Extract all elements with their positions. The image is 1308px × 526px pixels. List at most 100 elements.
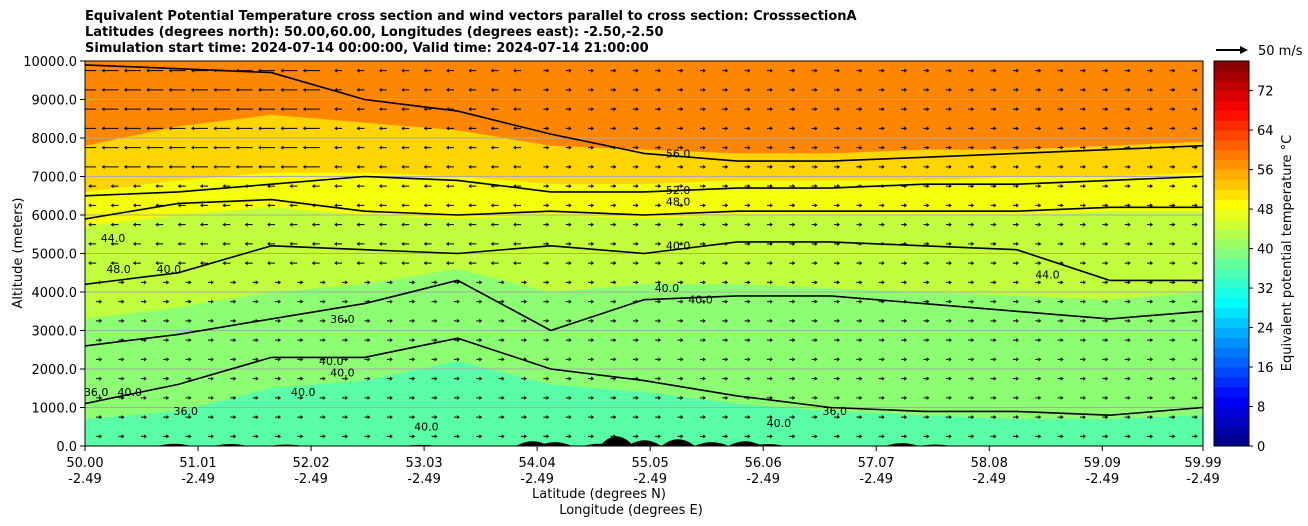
wind-vector-head: [199, 222, 203, 227]
wind-vector-head: [680, 299, 684, 304]
wind-vector-head: [513, 203, 517, 208]
wind-vector-head: [859, 338, 863, 343]
colorbar-tick-label: 72: [1257, 85, 1274, 100]
wind-vector-head: [1150, 68, 1154, 73]
wind-vector-head: [837, 107, 841, 112]
wind-vector-head: [501, 434, 505, 439]
wind-vector-head: [123, 68, 127, 73]
wind-vector-head: [289, 203, 293, 208]
wind-vector-head: [1194, 280, 1198, 285]
wind-vector-head: [468, 145, 472, 150]
wind-vector-head: [1127, 261, 1131, 266]
wind-vector-head: [948, 318, 952, 323]
wind-vector-head: [948, 261, 952, 266]
wind-vector-head: [814, 126, 818, 131]
wind-vector-head: [702, 395, 706, 400]
wind-vector-head: [99, 395, 103, 400]
wind-vector-head: [971, 280, 975, 285]
wind-vector-head: [401, 184, 405, 189]
wind-vector-head: [680, 261, 684, 266]
wind-vector-head: [210, 357, 214, 362]
y-tick-label: 9000.0: [32, 94, 78, 109]
wind-vector-head: [904, 68, 908, 73]
wind-vector-head: [1015, 434, 1019, 439]
wind-vector-head: [792, 261, 796, 266]
wind-vector-head: [881, 145, 885, 150]
wind-vector-head: [591, 338, 595, 343]
wind-vector-head: [1060, 415, 1064, 420]
wind-vector-head: [412, 338, 416, 343]
wind-vector-head: [356, 68, 360, 73]
wind-vector-head: [725, 434, 729, 439]
theta-field: [85, 61, 1203, 446]
wind-vector-head: [423, 203, 427, 208]
wind-vector-head: [1038, 145, 1042, 150]
wind-vector-head: [1105, 87, 1109, 92]
x-tick-label-lon: -2.49: [633, 472, 667, 487]
wind-vector-head: [168, 87, 172, 92]
contour-line-44.0: [85, 241, 1203, 286]
wind-vector-head: [190, 107, 194, 112]
wind-vector-head: [79, 146, 82, 150]
wind-vector-head: [881, 338, 885, 343]
wind-vector-head: [110, 184, 114, 189]
wind-vector-head: [188, 395, 192, 400]
wind-vector-head: [546, 299, 550, 304]
wind-vector-head: [166, 357, 170, 362]
wind-vector-head: [747, 241, 751, 246]
wind-vector-head: [814, 68, 818, 73]
wind-vector-head: [904, 261, 908, 266]
wind-vector-head: [769, 87, 773, 92]
wind-vector-head: [613, 87, 617, 92]
wind-vector-head: [300, 318, 304, 323]
wind-vector-head: [190, 145, 194, 150]
wind-vector-head: [1038, 299, 1042, 304]
wind-vector-head: [613, 126, 617, 131]
wind-vector-head: [334, 184, 338, 189]
wind-vector-head: [635, 145, 639, 150]
wind-vector-head: [79, 126, 82, 130]
wind-vector-head: [904, 164, 908, 169]
wind-vector-head: [1172, 68, 1176, 73]
wind-vector-head: [1172, 318, 1176, 323]
wind-vector-head: [546, 222, 550, 227]
wind-vector-head: [635, 126, 639, 131]
wind-vector-head: [546, 164, 550, 169]
wind-vector-head: [546, 184, 550, 189]
wind-vector-head: [401, 222, 405, 227]
wind-vector-head: [345, 318, 349, 323]
wind-vector-head: [837, 376, 841, 381]
wind-vector-head: [132, 203, 136, 208]
x-tick-label-lon: -2.49: [407, 472, 441, 487]
wind-vector-head: [513, 87, 517, 92]
wind-vector-head: [524, 338, 528, 343]
wind-vector-head: [568, 145, 572, 150]
wind-vector-head: [210, 376, 214, 381]
wind-vector-head: [456, 434, 460, 439]
wind-vector-head: [334, 203, 338, 208]
wind-vector-head: [1127, 338, 1131, 343]
wind-vector-head: [1015, 107, 1019, 112]
wind-vector-head: [591, 434, 595, 439]
wind-vector-head: [948, 299, 952, 304]
wind-vector-head: [680, 357, 684, 362]
wind-vector-head: [769, 338, 773, 343]
wind-vector-head: [904, 395, 908, 400]
wind-vector-head: [110, 261, 114, 266]
wind-vector-head: [837, 299, 841, 304]
wind-vector-head: [1150, 222, 1154, 227]
wind-vector-head: [434, 415, 438, 420]
wind-vector-head: [345, 338, 349, 343]
wind-vector-head: [881, 126, 885, 131]
wind-vector-head: [635, 434, 639, 439]
colorbar-segment: [1214, 149, 1249, 161]
wind-vector-head: [591, 222, 595, 227]
wind-vector-head: [1127, 318, 1131, 323]
wind-vector-head: [356, 222, 360, 227]
wind-vector-head: [434, 299, 438, 304]
wind-vector-head: [680, 376, 684, 381]
wind-vector-head: [1172, 241, 1176, 246]
colorbar-segment: [1214, 396, 1249, 408]
wind-vector-head: [1015, 184, 1019, 189]
wind-vector-head: [1172, 87, 1176, 92]
